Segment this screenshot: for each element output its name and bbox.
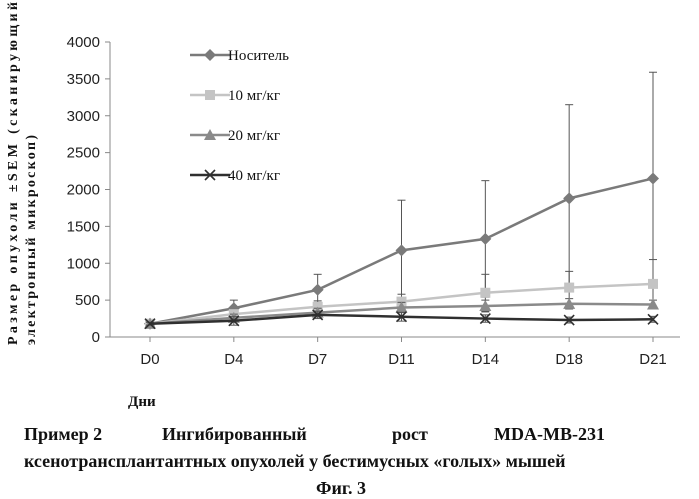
data-point — [312, 284, 324, 296]
caption-cell-line: MDA-MB-231 — [494, 424, 605, 445]
x-axis-title: Дни — [128, 394, 156, 410]
legend-item: Носитель — [190, 48, 289, 64]
data-point — [480, 288, 490, 298]
data-point — [563, 192, 575, 204]
y-tick-label: 1000 — [67, 255, 100, 272]
caption-example-number: Пример 2 — [24, 424, 102, 445]
caption-line-2: ксенотрансплантантных опухолей у бестиму… — [24, 451, 565, 472]
legend-marker — [204, 49, 216, 61]
legend: Носитель 10 мг/кг 20 мг/кг 40 мг/кг — [190, 48, 289, 184]
x-tick-label: D18 — [555, 351, 583, 368]
legend-item: 20 мг/кг — [190, 128, 280, 144]
y-axis-title-line1: Размер опухоли ±SEM (сканирующий — [6, 2, 21, 345]
legend-label: 40 мг/кг — [228, 168, 280, 184]
x-tick-label: D11 — [388, 351, 414, 368]
data-point — [396, 244, 408, 256]
x-tick-label: D0 — [140, 351, 159, 368]
y-axis-title-line2: электронный микроскоп) — [24, 135, 39, 345]
y-tick-label: 0 — [92, 329, 100, 346]
data-point — [647, 172, 659, 184]
y-tick-label: 3000 — [67, 108, 100, 125]
y-tick-label: 2000 — [67, 182, 100, 199]
y-tick-label: 1500 — [67, 218, 100, 235]
x-tick-label: D7 — [308, 351, 327, 368]
y-tick-label: 500 — [75, 292, 100, 309]
series-1 — [144, 72, 659, 329]
y-tick-label: 3500 — [67, 71, 100, 88]
x-tick-label: D4 — [224, 351, 243, 368]
legend-label: 20 мг/кг — [228, 128, 280, 144]
x-tick-label: D14 — [472, 351, 500, 368]
legend-label: 10 мг/кг — [228, 88, 280, 104]
legend-item: 10 мг/кг — [190, 88, 280, 104]
legend-label: Носитель — [228, 48, 289, 64]
figure-number: Фиг. 3 — [316, 478, 366, 499]
y-tick-label: 2500 — [67, 145, 100, 162]
y-axis-title: Размер опухоли ±SEM (сканирующий электро… — [6, 2, 39, 345]
data-point — [648, 279, 658, 289]
caption-growth-word: рост — [392, 424, 428, 445]
legend-marker — [205, 90, 215, 100]
x-tick-label: D21 — [639, 351, 667, 368]
caption-inhibited-word: Ингибированный — [162, 424, 307, 445]
data-point — [479, 233, 491, 245]
data-point — [564, 283, 574, 293]
y-tick-label: 4000 — [67, 34, 100, 51]
legend-item: 40 мг/кг — [190, 168, 280, 184]
